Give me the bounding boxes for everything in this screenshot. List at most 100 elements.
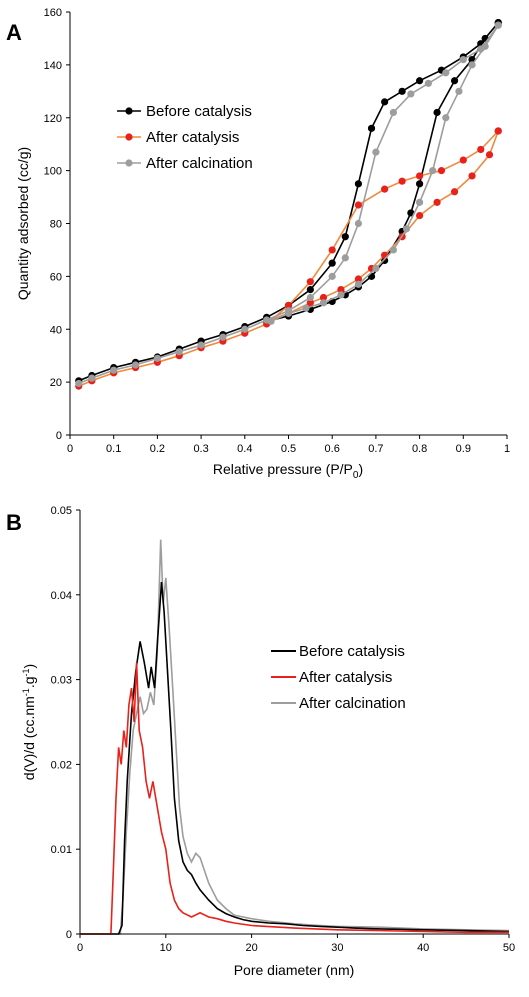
data-point-a-calc [241,325,249,333]
data-point-a-calc [455,87,463,95]
data-point-a-calc [88,374,96,382]
data-point-a-calc [372,148,380,156]
data-point-a-calc [197,341,205,349]
data-point-a-calc [341,254,349,262]
x-tick-label-a: 0.3 [193,443,208,455]
data-point-a-after [284,301,293,310]
y-tick-label-b: 0 [66,929,72,941]
data-point-a-after [433,198,441,206]
data-point-a-calc [429,167,437,175]
data-point-a-before [381,256,389,265]
y-tick-label-a: 20 [50,377,62,389]
data-point-a-after [494,127,502,135]
x-axis-label-a: Relative pressure (P/P0) [213,461,363,481]
data-point-a-calc [407,90,415,98]
data-point-a-calc [442,114,450,122]
data-point-a-calc [468,61,476,69]
data-point-a-before [328,259,336,267]
data-point-a-calc [337,291,345,299]
series-line-b-calc [80,539,510,935]
data-point-a-after [485,151,494,159]
series-line-b-before [80,582,510,935]
data-point-a-before [416,180,424,188]
data-point-a-calc [302,304,310,312]
y-tick-label-b: 0.04 [51,590,72,602]
y-tick-label-a: 160 [44,7,62,19]
chart-b: B 0 10 20 30 40 50 0 0.01 0.02 0.03 0.04 0.05 Pore … [6,505,515,978]
data-point-a-calc [319,299,328,307]
data-point-a-after [319,293,328,302]
data-point-a-calc [442,69,450,77]
x-tick-label-a: 0.6 [325,443,340,455]
data-point-a-calc [389,246,397,254]
data-point-a-calc [110,366,118,374]
data-point-a-calc [424,79,432,87]
data-point-a-after [381,251,389,259]
legend-swatch-marker-a [125,159,133,167]
data-point-a-after [354,275,363,283]
x-tick-label-b: 30 [331,942,343,954]
series-line-a-calc [78,24,499,385]
x-tick-label-b: 50 [503,942,515,954]
data-point-a-calc [389,108,397,117]
panel-label-b: B [6,510,22,535]
x-tick-label-b: 40 [417,942,429,954]
data-point-a-after [354,201,363,209]
data-point-a-after [328,246,336,254]
data-point-a-calc [75,379,83,388]
y-tick-label-a: 40 [50,324,62,336]
data-point-a-after [450,188,459,196]
data-point-a-before [416,77,424,85]
legend-a: Before catalysis After catalysis After cal… [117,103,253,172]
legend-b: Before catalysis After catalysis After cal… [271,643,406,712]
y-tick-label-a: 100 [44,166,62,178]
data-point-a-after [459,156,467,164]
y-tick-label-b: 0.03 [51,675,72,687]
data-point-a-after [306,278,314,286]
data-point-a-calc [372,264,380,273]
data-point-a-before [341,233,349,241]
y-axis-label-a: Quantity adsorbed (cc/g) [15,147,31,300]
legend-swatch-marker-a [125,107,133,115]
y-tick-label-b: 0.02 [51,759,72,771]
x-tick-label-a: 0.1 [106,443,121,455]
y-tick-label-a: 80 [50,219,62,231]
legend-label-b-calc: After calcination [299,695,406,712]
chart-a: A 0 0.1 0.2 0.3 0.4 0.5 0.6 0.7 0.8 0.9 1 0 20 40 60 80… [6,7,510,481]
data-point-a-calc [354,280,363,288]
legend-label-a-before: Before catalysis [146,103,252,120]
x-axis-label-b: Pore diameter (nm) [234,962,355,978]
data-point-a-before [381,98,389,106]
data-point-a-after [437,167,446,175]
legend-label-b-after: After catalysis [299,669,392,686]
y-tick-label-a: 60 [50,271,62,283]
x-tick-label-a: 0.9 [456,443,471,455]
series-line-b-after [80,662,509,935]
x-tick-label-a: 0.4 [237,443,252,455]
data-point-a-after [477,145,485,154]
data-point-a-after [416,172,424,180]
data-point-a-calc [267,317,275,325]
data-point-a-after [306,299,314,307]
legend-swatch-marker-a [125,133,133,141]
y-tick-label-a: 0 [56,430,62,442]
data-point-a-calc [219,333,227,341]
data-point-a-before [367,124,376,132]
data-point-a-after [381,185,389,193]
x-tick-label-b: 0 [77,942,83,954]
x-tick-label-a: 0 [67,443,73,455]
data-point-a-calc [402,225,411,233]
legend-label-a-after: After catalysis [146,129,239,146]
x-tick-label-b: 10 [160,942,172,954]
y-axis-label-b: d(V)/d (cc.nm-1.g-1) [21,664,37,780]
data-point-a-before [354,180,363,188]
data-point-a-calc [481,42,489,50]
data-point-a-calc [328,272,336,280]
data-point-a-calc [459,55,467,64]
x-tick-label-a: 0.2 [150,443,165,455]
data-point-a-calc [494,21,502,29]
data-point-a-after [416,211,424,220]
data-point-a-calc [306,293,314,302]
x-tick-label-a: 0.5 [281,443,296,455]
x-tick-label-a: 0.8 [412,443,427,455]
